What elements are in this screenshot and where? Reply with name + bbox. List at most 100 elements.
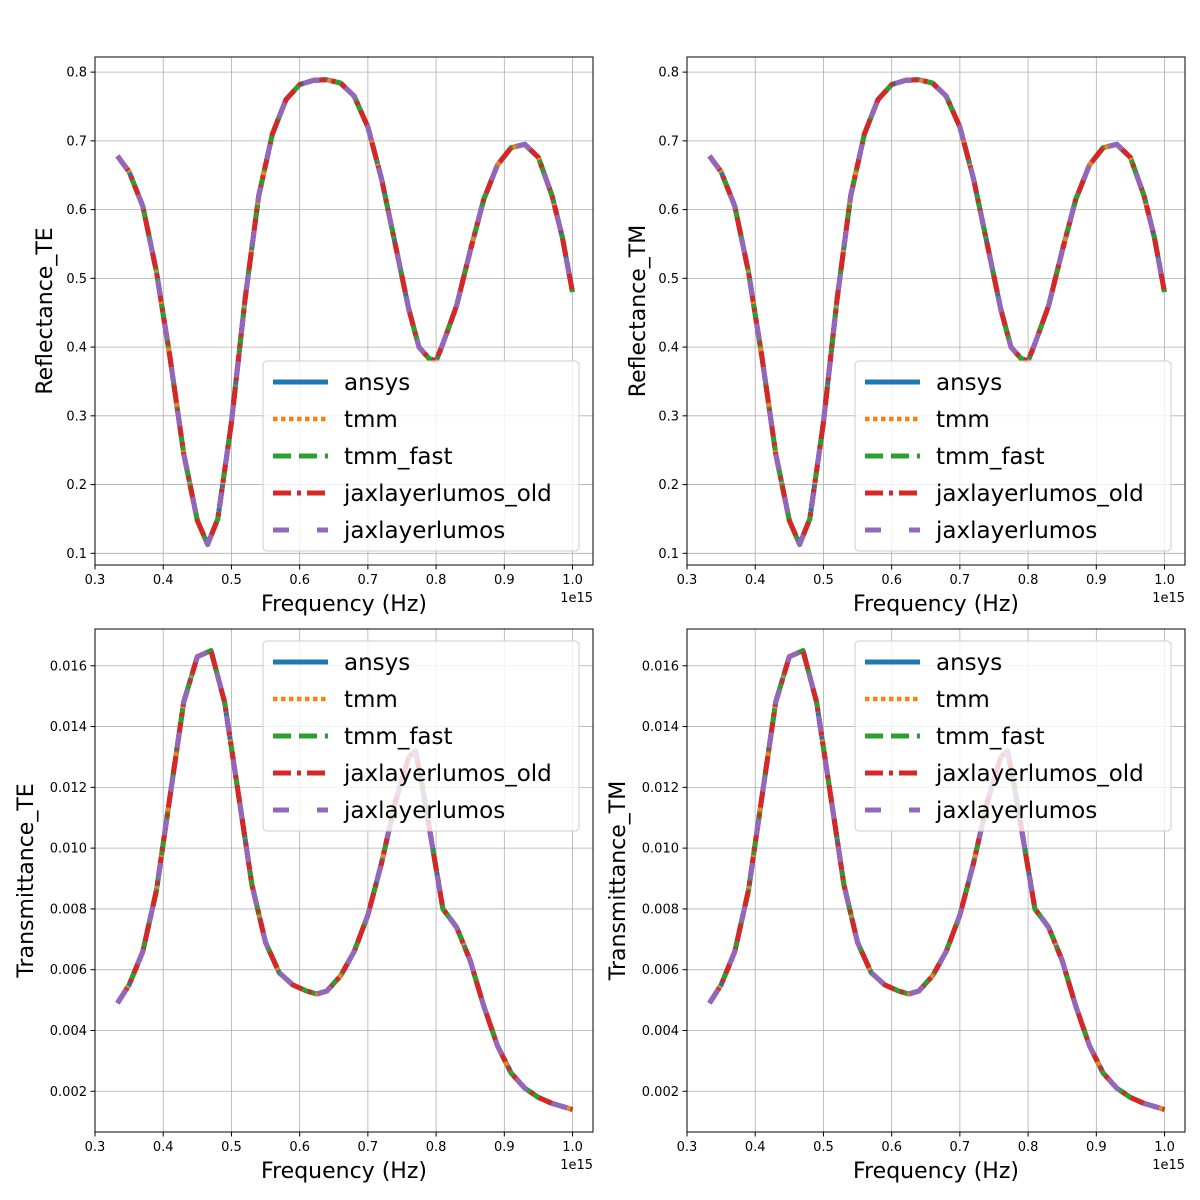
y-tick-label: 0.016: [642, 659, 679, 674]
subplot-2: 0.3 0.4 0.5 0.6 0.7 0.8 0.9 1.0 0.1 0.2 0.3 0.4 0.5 0…: [626, 56, 1186, 617]
x-tick-label: 0.8: [1018, 573, 1039, 588]
axes-frame: [686, 628, 1186, 1133]
subplot-3: 0.3 0.4 0.5 0.6 0.7 0.8 0.9 1.0 0.002 0.004 0.006 0…: [14, 628, 594, 1184]
y-tick-label: 0.006: [642, 963, 679, 978]
x-tick-label: 0.4: [153, 1140, 174, 1155]
legend-label-ansys: ansys: [344, 370, 410, 396]
subplot-4: 0.3 0.4 0.5 0.6 0.7 0.8 0.9 1.0 0.002 0.004 0.006 0…: [606, 628, 1186, 1184]
y-tick-label: 0.004: [642, 1024, 679, 1039]
legend-label-ansys: ansys: [936, 650, 1002, 676]
y-tick-label: 0.1: [66, 547, 87, 562]
x-tick-label: 0.3: [677, 1140, 698, 1155]
y-tick-label: 0.006: [50, 963, 87, 978]
x-tick-label: 0.9: [1086, 573, 1107, 588]
x-tick-label: 0.6: [881, 1140, 902, 1155]
y-tick-label: 0.7: [658, 134, 679, 149]
y-tick-label: 0.2: [658, 478, 679, 493]
x-tick-label: 0.5: [813, 573, 834, 588]
legend-label-tmm_fast: tmm_fast: [344, 444, 453, 470]
x-axis-label: Frequency (Hz): [853, 592, 1019, 617]
x-tick-label: 1.0: [562, 573, 583, 588]
y-tick-label: 0.5: [658, 272, 679, 287]
x-tick-label: 0.5: [221, 1140, 242, 1155]
x-tick-label: 0.3: [85, 573, 106, 588]
x-tick-label: 0.6: [881, 573, 902, 588]
legend-box: [854, 640, 1172, 832]
x-offset-label: 1e15: [560, 591, 593, 606]
axes-frame: [94, 56, 594, 566]
y-tick-label: 0.8: [658, 66, 679, 81]
y-tick-label: 0.002: [50, 1085, 87, 1100]
y-tick-label: 0.012: [642, 781, 679, 796]
axes-frame: [686, 56, 1186, 566]
x-tick-label: 0.8: [1018, 1140, 1039, 1155]
x-tick-label: 0.6: [289, 573, 310, 588]
legend-label-ansys: ansys: [344, 650, 410, 676]
y-axis-label: Reflectance_TM: [626, 225, 651, 397]
x-offset-label: 1e15: [1152, 591, 1185, 606]
legend-box: [262, 360, 580, 552]
y-tick-label: 0.6: [66, 203, 87, 218]
y-tick-label: 0.3: [658, 409, 679, 424]
x-tick-label: 0.9: [1086, 1140, 1107, 1155]
x-tick-label: 1.0: [1154, 573, 1175, 588]
y-tick-label: 0.7: [66, 134, 87, 149]
y-tick-label: 0.010: [642, 842, 679, 857]
y-tick-label: 0.5: [66, 272, 87, 287]
legend: ansys tmm tmm_fast jaxlayerlumos_oldjaxlaye…: [854, 640, 1172, 832]
y-tick-label: 0.010: [50, 842, 87, 857]
legend-label-tmm: tmm: [936, 407, 990, 433]
y-tick-label: 0.3: [66, 409, 87, 424]
y-tick-label: 0.012: [50, 781, 87, 796]
x-tick-label: 1.0: [1154, 1140, 1175, 1155]
y-tick-label: 0.1: [658, 547, 679, 562]
x-tick-label: 0.6: [289, 1140, 310, 1155]
legend-label-jaxlayerlumos_old: jaxlayerlumos_old: [343, 481, 552, 507]
x-tick-label: 0.7: [950, 1140, 971, 1155]
y-tick-label: 0.002: [642, 1085, 679, 1100]
legend-label-jaxlayerlumos: jaxlayerlumos: [343, 518, 505, 544]
y-tick-label: 0.008: [642, 902, 679, 917]
y-tick-label: 0.008: [50, 902, 87, 917]
legend-label-tmm_fast: tmm_fast: [936, 444, 1045, 470]
y-tick-label: 0.014: [642, 720, 679, 735]
x-tick-label: 0.3: [677, 573, 698, 588]
legend: ansys tmm tmm_fast jaxlayerlumos_oldjaxlaye…: [262, 360, 580, 552]
series-line-jaxlayerlumos: [707, 77, 1167, 547]
x-tick-label: 0.4: [153, 573, 174, 588]
x-axis-label: Frequency (Hz): [261, 1159, 427, 1184]
series-line-jaxlayerlumos: [115, 77, 575, 547]
legend-box: [262, 640, 580, 832]
legend-label-jaxlayerlumos_old: jaxlayerlumos_old: [935, 761, 1144, 787]
y-tick-label: 0.4: [66, 341, 87, 356]
x-tick-label: 0.7: [358, 1140, 379, 1155]
legend-label-tmm: tmm: [344, 687, 398, 713]
x-tick-label: 0.9: [494, 1140, 515, 1155]
legend-label-jaxlayerlumos_old: jaxlayerlumos_old: [935, 481, 1144, 507]
x-tick-label: 0.8: [426, 1140, 447, 1155]
legend: ansys tmm tmm_fast jaxlayerlumos_oldjaxlaye…: [262, 640, 580, 832]
x-tick-label: 0.8: [426, 573, 447, 588]
legend-label-jaxlayerlumos: jaxlayerlumos: [343, 798, 505, 824]
y-axis-label: Transmittance_TM: [606, 781, 631, 981]
x-axis-label: Frequency (Hz): [261, 592, 427, 617]
y-tick-label: 0.014: [50, 720, 87, 735]
x-tick-label: 0.5: [813, 1140, 834, 1155]
x-tick-label: 0.4: [745, 573, 766, 588]
legend-label-ansys: ansys: [936, 370, 1002, 396]
x-tick-label: 0.7: [950, 573, 971, 588]
y-tick-label: 0.8: [66, 66, 87, 81]
subplot-1: 0.3 0.4 0.5 0.6 0.7 0.8 0.9 1.0 0.1 0.2 0.3 0.4 0.5 0…: [33, 56, 594, 617]
legend-label-tmm: tmm: [936, 687, 990, 713]
legend-label-jaxlayerlumos: jaxlayerlumos: [935, 518, 1097, 544]
legend-box: [854, 360, 1172, 552]
x-tick-label: 0.3: [85, 1140, 106, 1155]
y-tick-label: 0.016: [50, 659, 87, 674]
y-axis-label: Reflectance_TE: [33, 227, 58, 394]
y-tick-label: 0.004: [50, 1024, 87, 1039]
series-line-jaxlayerlumos_old: [115, 77, 575, 547]
y-tick-label: 0.6: [658, 203, 679, 218]
legend: ansys tmm tmm_fast jaxlayerlumos_oldjaxlaye…: [854, 360, 1172, 552]
y-tick-label: 0.2: [66, 478, 87, 493]
